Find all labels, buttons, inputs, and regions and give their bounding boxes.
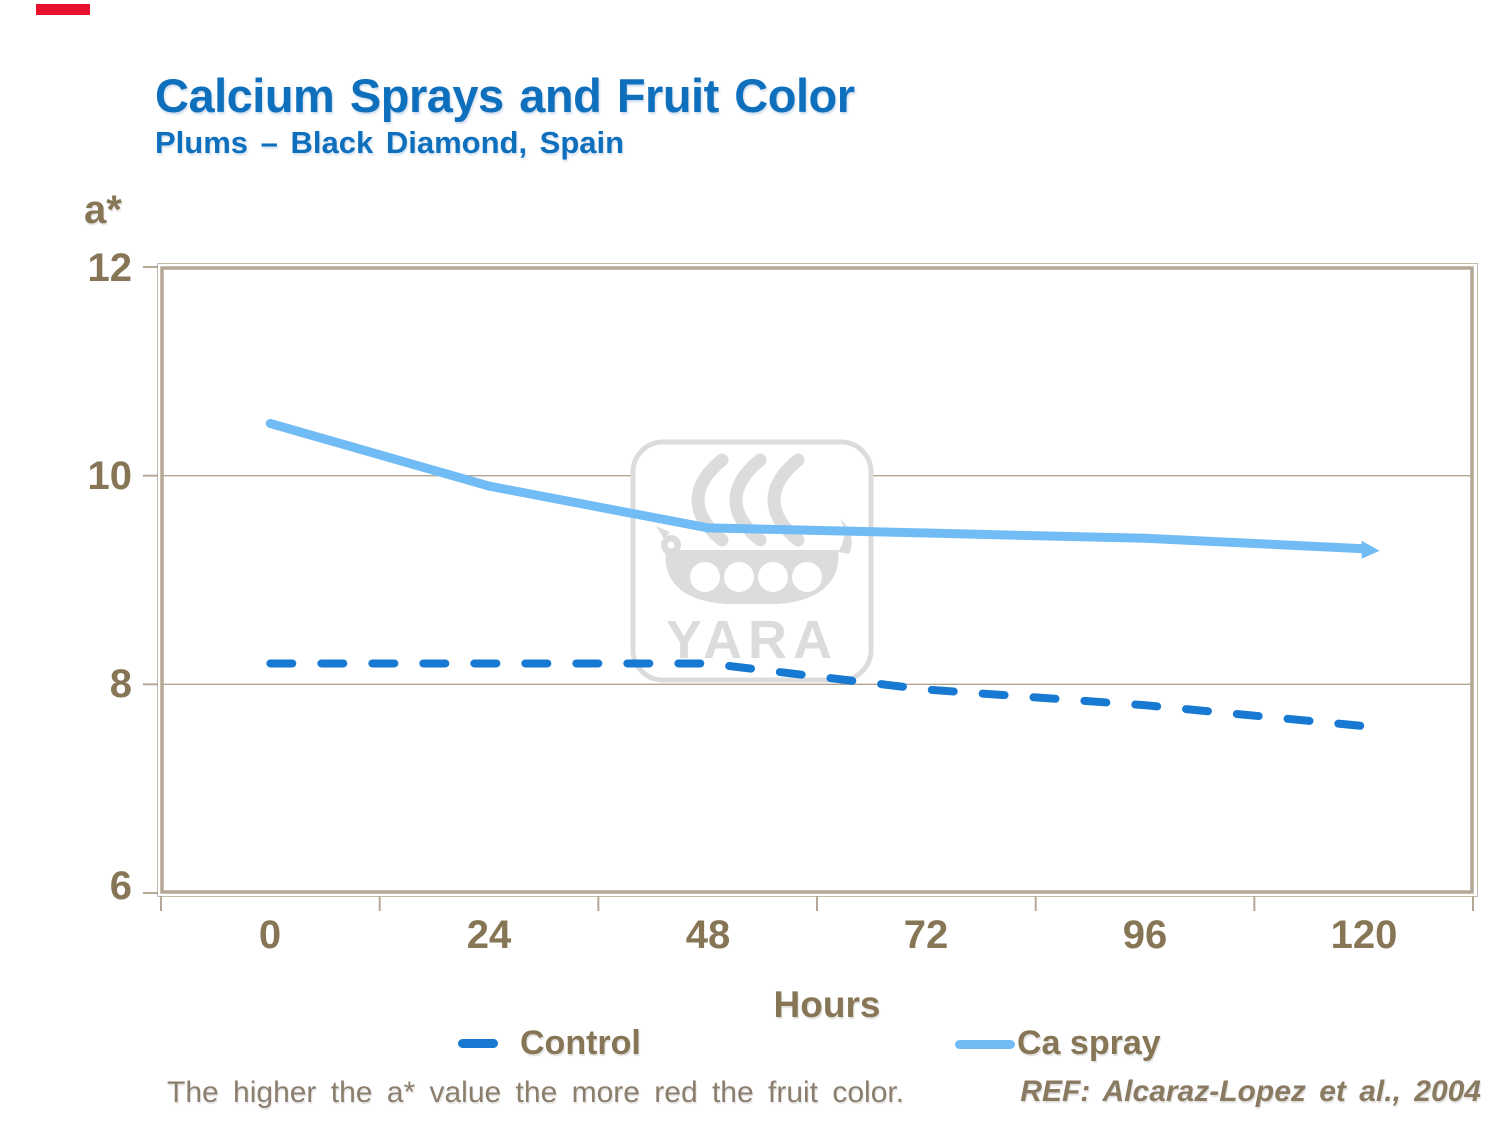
x-tick-label-96: 96 — [1122, 913, 1168, 957]
x-tick-label-48: 48 — [685, 913, 731, 957]
y-axis-title: a* — [84, 188, 122, 232]
y-tick-label-8: 8 — [109, 662, 132, 706]
brand-mark — [36, 4, 90, 15]
line-arrowhead — [1361, 540, 1380, 559]
y-tick-label-12: 12 — [87, 246, 133, 290]
data-series-lines — [265, 419, 1380, 731]
x-tick-label-24: 24 — [466, 913, 512, 957]
legend-label-ca-spray: Ca spray — [1017, 1024, 1161, 1062]
plot-frame — [160, 266, 1474, 894]
legend-swatch-control-dashed-line — [458, 1039, 498, 1048]
y-tick-label-6: 6 — [109, 864, 132, 908]
legend-label-control: Control — [520, 1024, 641, 1062]
x-tick-label-72: 72 — [903, 913, 949, 957]
reference-citation: REF: Alcaraz-Lopez et al., 2004 — [1020, 1075, 1481, 1108]
chart-subtitle: Plums – Black Diamond, Spain — [155, 125, 625, 160]
x-tick-label-120: 120 — [1330, 913, 1398, 957]
x-tick-label-0: 0 — [258, 913, 282, 957]
legend-swatch-ca-spray-line — [955, 1040, 1015, 1049]
chart-title: Calcium Sprays and Fruit Color — [155, 69, 855, 122]
y-tick-label-10: 10 — [87, 454, 133, 498]
yara-watermark-logo: YARA — [630, 439, 874, 683]
series-line-ca-spray — [265, 419, 1369, 554]
axis-ticks — [143, 266, 1474, 911]
footnote: The higher the a* value the more red the… — [167, 1076, 905, 1109]
x-axis-title: Hours — [773, 984, 881, 1025]
